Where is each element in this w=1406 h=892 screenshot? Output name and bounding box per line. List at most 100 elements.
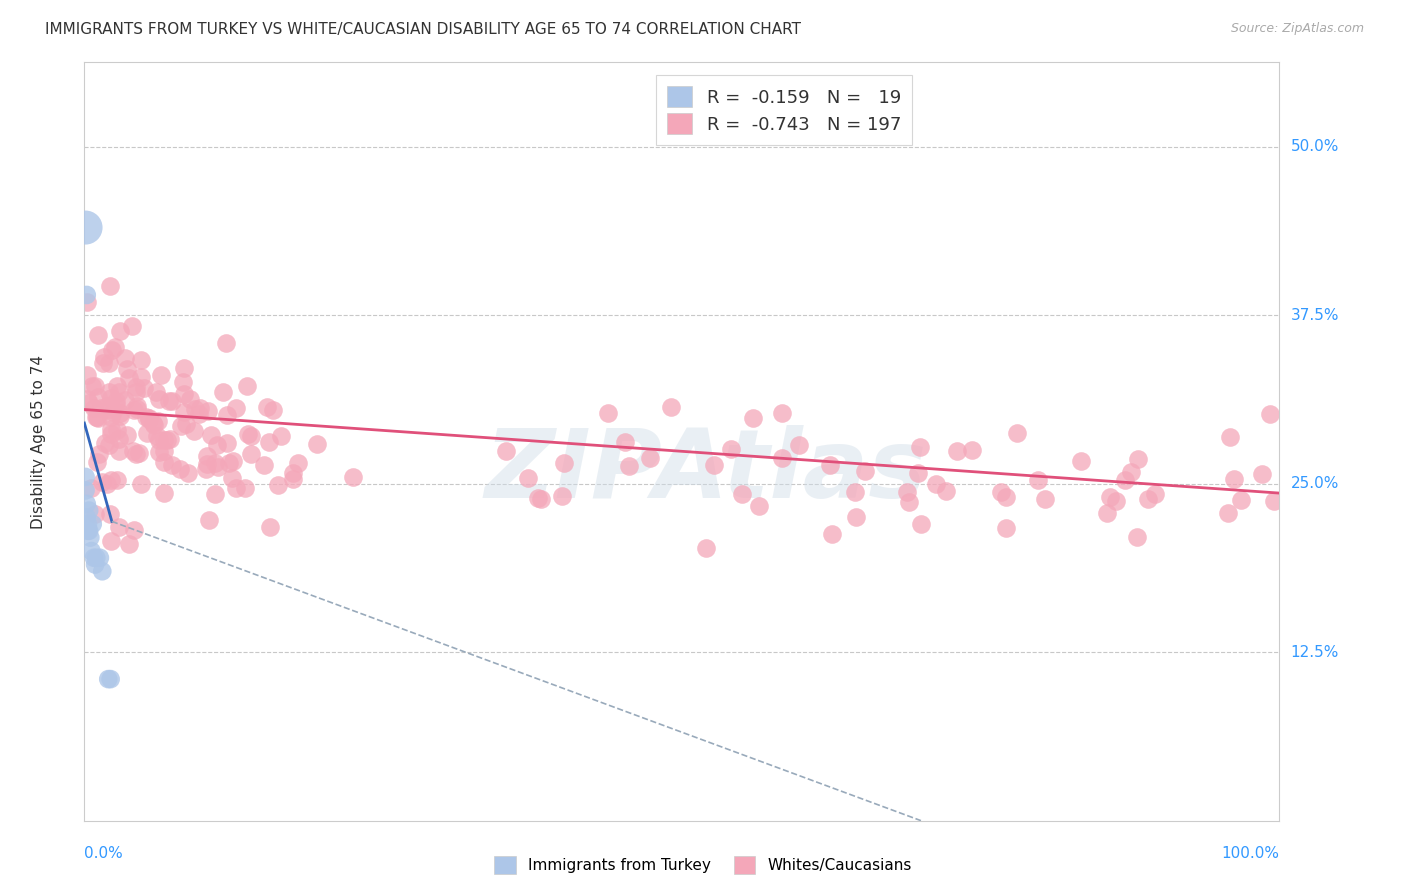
Point [176,467,198,481]
Point [149,368,172,382]
Legend: R =  -0.159   N =   19, R =  -0.743   N = 197: R = -0.159 N = 19, R = -0.743 N = 197 [657,75,912,145]
Point [204,487,226,501]
Point [173,405,195,419]
Point [183,424,205,438]
Point [207,460,229,475]
Point [142,416,165,430]
Point [1137,492,1160,507]
Point [121,318,143,333]
Point [100,391,122,405]
Point [173,361,195,376]
Point [553,456,575,470]
Point [77,503,100,517]
Point [962,442,984,457]
Point [146,429,169,443]
Text: ZIPAtlas: ZIPAtlas [485,425,927,518]
Point [131,353,153,368]
Point [495,444,517,458]
Point [124,523,146,537]
Text: 50.0%: 50.0% [1291,139,1339,154]
Point [741,410,763,425]
Point [105,394,128,409]
Point [818,458,841,472]
Point [157,393,180,408]
Point [233,481,256,495]
Point [77,524,100,538]
Point [267,477,290,491]
Point [118,537,141,551]
Point [97,402,120,417]
Text: 25.0%: 25.0% [1291,476,1339,491]
Point [172,375,194,389]
Point [283,466,305,480]
Point [259,520,281,534]
Point [195,449,218,463]
Point [1097,506,1119,520]
Point [86,550,108,565]
Point [239,429,262,443]
Point [1121,465,1143,479]
Point [104,340,127,354]
Point [821,527,844,541]
Point [197,404,219,418]
Point [1099,490,1122,504]
Point [910,516,932,531]
Point [1126,530,1149,544]
Point [108,443,131,458]
Point [84,507,107,521]
Point [105,423,128,437]
Point [86,410,108,425]
Point [86,328,108,343]
Point [1033,492,1056,507]
Point [787,438,810,452]
Point [153,434,176,448]
Point [114,392,136,407]
Point [1143,487,1166,501]
Point [896,485,918,500]
Point [83,550,105,565]
Point [83,379,105,393]
Point [173,387,195,401]
Point [907,466,929,480]
Point [240,447,263,461]
Point [527,491,550,505]
Point [205,438,228,452]
Point [195,457,218,471]
Point [596,406,619,420]
Point [98,278,121,293]
Point [87,411,110,425]
Point [79,396,101,410]
Point [215,336,238,351]
Point [125,447,148,461]
Point [100,427,122,442]
Point [1070,453,1092,467]
Point [100,409,122,424]
Point [1222,472,1244,486]
Point [98,507,121,521]
Point [131,477,153,491]
Point [170,419,193,434]
Point [256,400,278,414]
Point [287,456,309,470]
Point [145,385,167,400]
Point [731,487,754,501]
Point [1026,474,1049,488]
Point [188,401,211,415]
Point [516,470,538,484]
Point [703,458,725,473]
Point [76,510,98,524]
Text: 37.5%: 37.5% [1291,308,1339,323]
Point [93,351,115,365]
Point [80,379,103,393]
Point [218,457,240,471]
Point [1263,493,1285,508]
Point [898,495,921,509]
Point [200,427,222,442]
Point [236,379,259,393]
Point [100,473,122,487]
Point [770,450,793,465]
Point [1258,407,1281,421]
Point [994,520,1017,534]
Point [225,401,247,416]
Point [76,288,98,302]
